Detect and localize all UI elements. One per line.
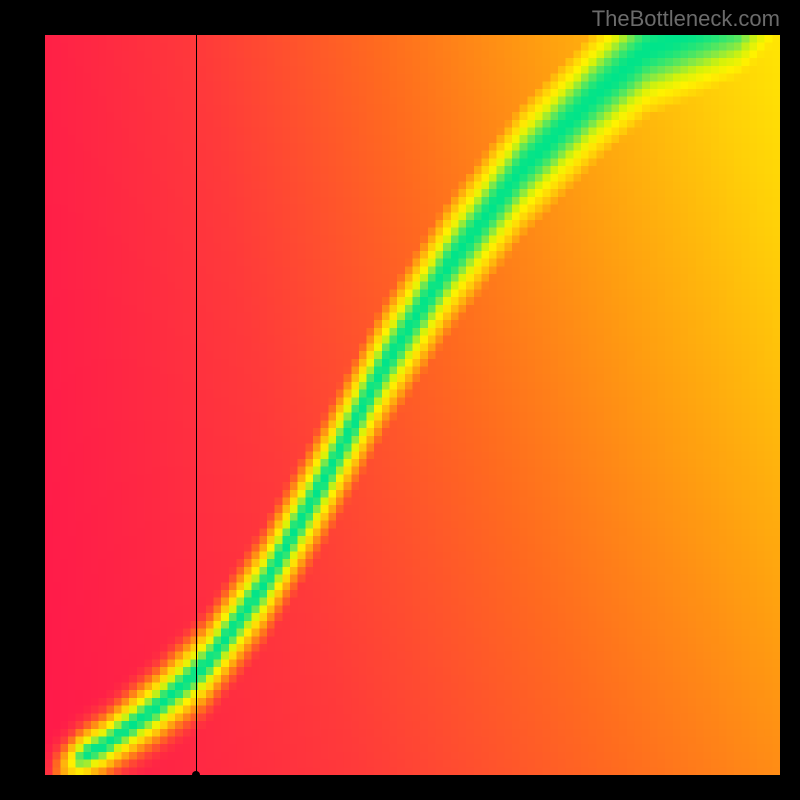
heatmap-canvas	[45, 35, 780, 775]
crosshair-horizontal	[45, 775, 780, 776]
crosshair-marker	[192, 771, 200, 779]
chart-container: { "watermark": "TheBottleneck.com", "cha…	[0, 0, 800, 800]
heatmap-plot	[45, 35, 780, 775]
watermark-text: TheBottleneck.com	[592, 6, 780, 32]
crosshair-vertical	[196, 35, 197, 775]
